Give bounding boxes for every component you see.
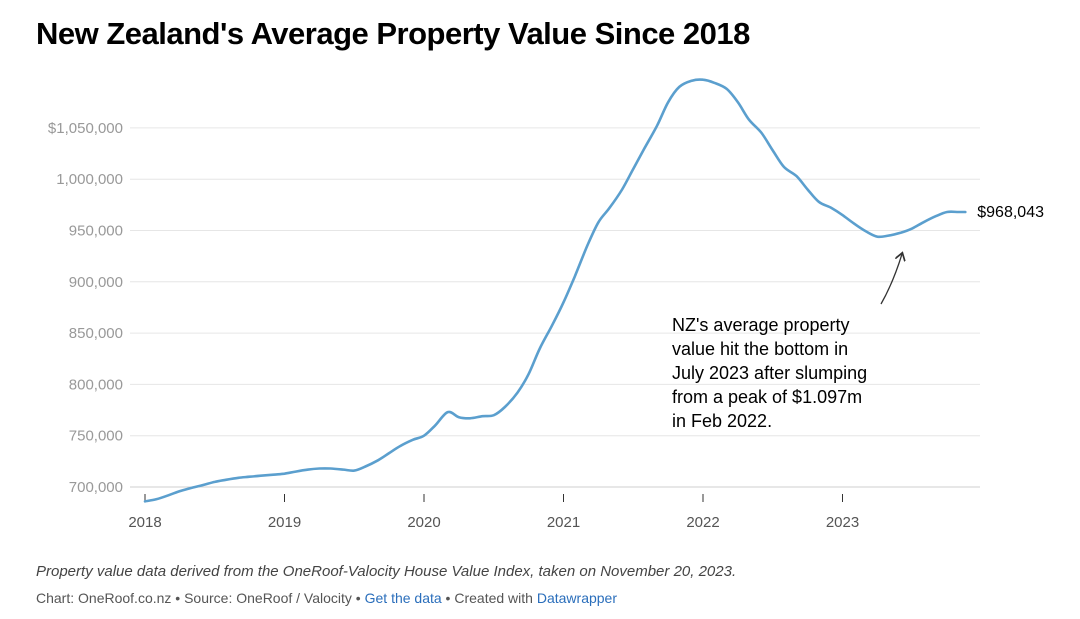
annotation-line: in Feb 2022. — [672, 411, 773, 431]
annotation-arrow — [880, 254, 902, 305]
y-tick-label: 850,000 — [69, 325, 123, 342]
series-line — [143, 78, 967, 503]
datawrapper-link[interactable]: Datawrapper — [536, 590, 617, 606]
x-tick-label: 2020 — [407, 514, 440, 531]
separator: • — [351, 590, 365, 606]
end-value-label: $968,043 — [977, 204, 1044, 221]
x-tick-label: 2022 — [686, 514, 719, 531]
x-tick-label: 2019 — [268, 514, 301, 531]
y-tick-label: 900,000 — [69, 274, 123, 291]
separator: • — [171, 590, 185, 606]
y-tick-label: 750,000 — [69, 428, 123, 445]
y-axis-ticks: 700,000 750,000 800,000 850,000 900,000 950,0… — [48, 120, 123, 496]
chart-title: New Zealand's Average Property Value Sin… — [36, 16, 750, 51]
x-tick-label: 2021 — [547, 514, 580, 531]
series-layer — [143, 78, 967, 503]
credits-line: Chart: OneRoof.co.nz • Source: OneRoof /… — [36, 590, 617, 606]
y-tick-label: 700,000 — [69, 479, 123, 496]
annotation-line: July 2023 after slumping — [672, 363, 868, 383]
separator: • — [441, 590, 455, 606]
y-tick-label: 950,000 — [69, 223, 123, 240]
chart-credit: Chart: OneRoof.co.nz — [36, 590, 172, 606]
source-credit: Source: OneRoof / Valocity — [184, 590, 352, 606]
created-with-text: Created with — [454, 590, 533, 606]
annotation-text: NZ's average property value hit the bott… — [672, 313, 922, 433]
get-the-data-link[interactable]: Get the data — [364, 590, 442, 606]
annotation-line: value hit the bottom in — [672, 339, 849, 359]
x-tick-label: 2023 — [826, 514, 859, 531]
annotation-line: NZ's average property — [672, 315, 850, 335]
footnote: Property value data derived from the One… — [36, 563, 737, 580]
annotation-line: from a peak of $1.097m — [672, 387, 863, 407]
gridlines — [130, 127, 980, 488]
y-tick-label: 1,000,000 — [56, 171, 123, 188]
x-axis-ticks: 2018 2019 2020 2021 2022 2023 — [128, 494, 859, 531]
x-tick-label: 2018 — [128, 514, 161, 531]
y-tick-label: $1,050,000 — [48, 120, 123, 137]
line-chart: 700,000 750,000 800,000 850,000 900,000 950,0… — [48, 78, 1044, 531]
y-tick-label: 800,000 — [69, 376, 123, 393]
